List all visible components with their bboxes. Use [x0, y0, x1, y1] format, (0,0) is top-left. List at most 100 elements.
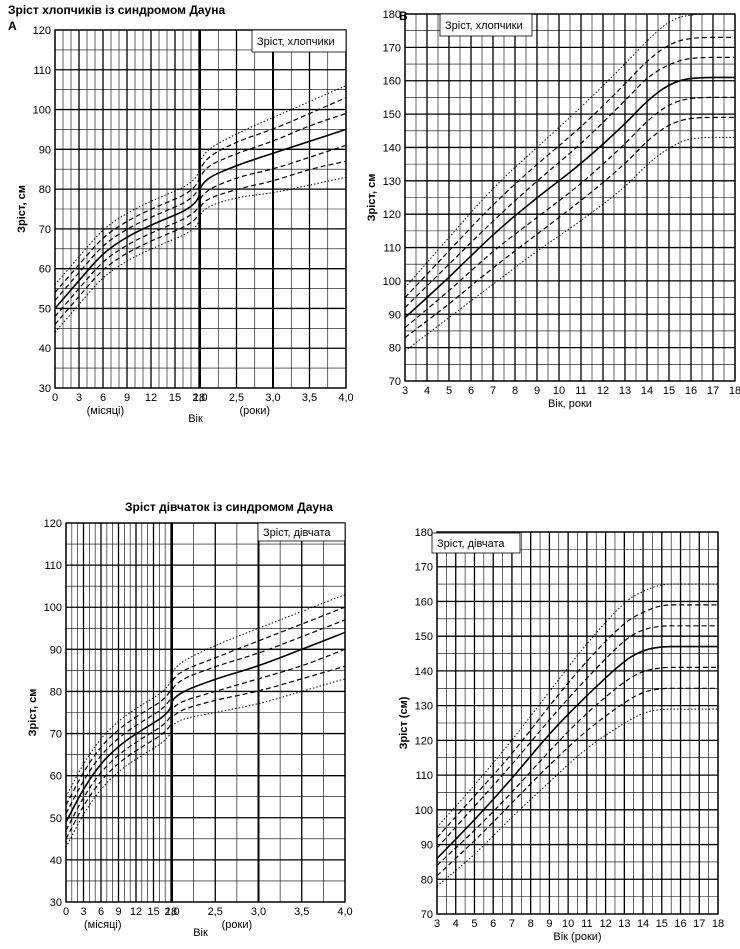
y-tick-label: 170 — [415, 562, 433, 574]
x-tick-label: 18 — [193, 392, 205, 404]
series-line-dashed — [65, 619, 346, 814]
chart-girls-child: Зріст, дівчата 70 80 90 100 110 120 130 140 150 16… — [398, 527, 724, 943]
series-line-dashed — [54, 97, 347, 293]
x-tick-label: 6 — [100, 392, 106, 404]
x-tick-label: 3,0 — [251, 906, 266, 918]
series-line-dashed — [65, 665, 346, 840]
x-tick-label: 4 — [453, 918, 459, 930]
legend-label: Зріст, дівчата — [437, 538, 505, 550]
y-tick-label: 120 — [33, 25, 51, 37]
x-tick-label: 3 — [80, 906, 86, 918]
x-sublabel: (роки) — [222, 919, 253, 931]
series-line-dashed — [404, 56, 735, 309]
y-tick-label: 160 — [383, 76, 401, 88]
plot-frame — [436, 531, 719, 915]
series-line-dotted — [54, 85, 347, 285]
plot-frame — [404, 13, 736, 382]
x-tick-label: 0 — [52, 392, 58, 404]
y-tick-label: 100 — [33, 105, 51, 117]
series-line-dotted — [65, 594, 346, 797]
y-tick-label: 110 — [383, 243, 401, 255]
x-tick-label: 10 — [562, 918, 574, 930]
series-line-dashed — [436, 604, 719, 839]
y-tick-label: 100 — [383, 276, 401, 288]
series-line-solid — [54, 128, 347, 309]
legend-label: Зріст, хлопчики — [445, 20, 523, 32]
x-tick-label: 9 — [534, 385, 540, 397]
panel-label: A — [8, 19, 17, 33]
x-tick-label: 15 — [147, 906, 159, 918]
x-tick-label: 18 — [729, 385, 740, 397]
y-tick-label: 60 — [39, 264, 51, 276]
x-tick-label: 3 — [402, 385, 408, 397]
y-tick-label: 120 — [415, 735, 433, 747]
x-tick-label: 3 — [76, 392, 82, 404]
x-tick-label: 14 — [637, 918, 649, 930]
x-tick-label: 12 — [145, 392, 157, 404]
x-tick-label: 0 — [63, 906, 69, 918]
y-tick-label: 180 — [415, 527, 433, 539]
x-tick-label: 12 — [599, 918, 611, 930]
y-tick-label: 90 — [50, 644, 62, 656]
series-line-dashed — [404, 96, 735, 329]
y-tick-label: 150 — [415, 631, 433, 643]
x-axis-label: Вік — [188, 413, 203, 425]
series-line-dashed — [65, 648, 346, 831]
chart-boys-child: B Зріст, хлопчики 70 80 90 100 110 120 130 140 15… — [366, 9, 740, 410]
x-axis-label: Вік, роки — [548, 398, 592, 410]
x-axis-label: Вік (роки) — [553, 931, 601, 943]
x-tick-label: 14 — [641, 385, 653, 397]
y-tick-label: 170 — [383, 42, 401, 54]
grid — [436, 531, 719, 915]
y-tick-label: 80 — [421, 874, 433, 886]
y-tick-label: 50 — [39, 303, 51, 315]
grid — [404, 13, 736, 382]
series-line-dotted — [436, 708, 719, 887]
legend-label: Зріст, дівчата — [263, 527, 331, 539]
y-tick-label: 80 — [39, 184, 51, 196]
chart-girls-infant: Зріст дівчаток із синдромом Дауна Зріст,… — [27, 500, 353, 939]
y-tick-label: 110 — [415, 770, 433, 782]
x-tick-label: 13 — [618, 918, 630, 930]
x-axis-label: Вік — [193, 927, 208, 939]
x-tick-label: 9 — [124, 392, 130, 404]
series-line-solid — [404, 76, 735, 319]
y-tick-label: 80 — [389, 343, 401, 355]
y-tick-label: 50 — [50, 813, 62, 825]
grid — [54, 29, 347, 389]
legend-box — [431, 532, 521, 554]
x-tick-label: 9 — [115, 906, 121, 918]
x-tick-label: 2,0 — [164, 906, 179, 918]
x-tick-label: 17 — [693, 918, 705, 930]
legend-box — [439, 13, 533, 37]
x-tick-label: 15 — [169, 392, 181, 404]
y-tick-label: 130 — [383, 176, 401, 188]
series-line-dotted — [436, 583, 719, 828]
x-tick-label: 9 — [546, 918, 552, 930]
y-tick-label: 70 — [50, 729, 62, 741]
y-tick-label: 60 — [50, 771, 62, 783]
x-tick-label: 2,5 — [229, 392, 244, 404]
y-tick-label: 70 — [389, 376, 401, 388]
y-tick-label: 30 — [39, 383, 51, 395]
x-sublabel: (роки) — [239, 405, 270, 417]
series-line-solid — [65, 631, 346, 823]
x-tick-label: 2,0 — [192, 392, 207, 404]
x-tick-label: 17 — [707, 385, 719, 397]
x-tick-label: 18 — [712, 918, 724, 930]
y-tick-label: 90 — [421, 840, 433, 852]
x-tick-label: 8 — [528, 918, 534, 930]
y-tick-label: 70 — [421, 909, 433, 921]
series-line-solid — [436, 645, 719, 859]
x-tick-label: 12 — [597, 385, 609, 397]
x-tick-label: 16 — [685, 385, 697, 397]
x-tick-label: 12 — [130, 906, 142, 918]
y-tick-label: 120 — [383, 209, 401, 221]
x-tick-label: 15 — [663, 385, 675, 397]
y-tick-label: 130 — [415, 701, 433, 713]
x-tick-label: 7 — [509, 918, 515, 930]
series-line-dashed — [436, 687, 719, 877]
y-axis-label: Зріст, см — [366, 174, 378, 222]
legend-box — [257, 522, 346, 542]
x-tick-label: 3,5 — [302, 392, 317, 404]
